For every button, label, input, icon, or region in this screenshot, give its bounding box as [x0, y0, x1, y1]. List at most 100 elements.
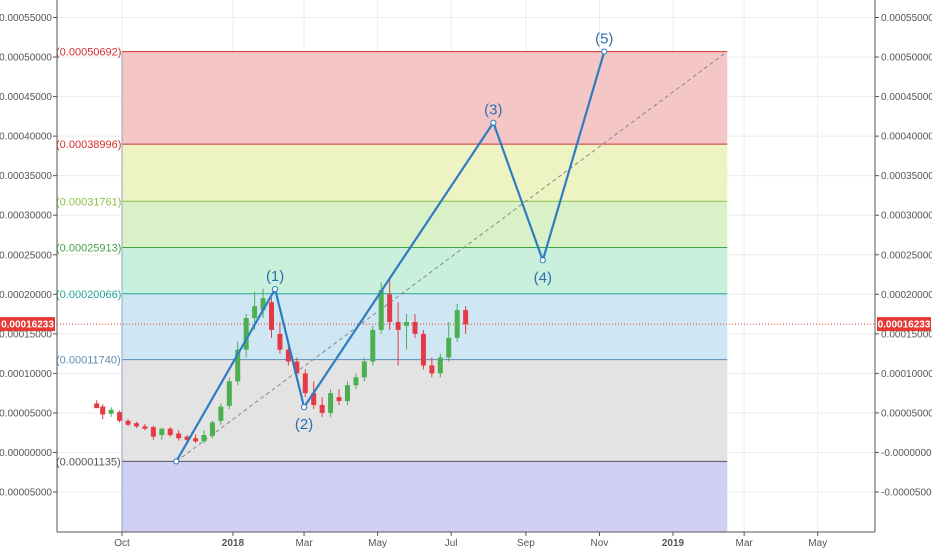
candle-body [285, 349, 291, 362]
y-tick-label-left: -0.00000000 [0, 448, 52, 459]
x-tick-label: 2019 [662, 538, 685, 549]
wave-label: (3) [484, 102, 502, 119]
y-tick-label-right: 0.00030000 [881, 211, 932, 222]
candle-body [344, 385, 350, 402]
y-tick-label-right: 0.00005000 [881, 408, 932, 419]
candle-body [302, 373, 308, 394]
y-tick-label-right: 0.00055000 [881, 13, 932, 24]
candle-body [378, 290, 384, 330]
wave-path [175, 51, 606, 462]
candle-body [235, 349, 241, 382]
x-tick-label: Sep [517, 538, 535, 549]
y-tick-label-left: 0.00020000 [0, 290, 52, 301]
candle-body [361, 361, 367, 378]
fib-zone [122, 461, 728, 532]
wave-point [539, 257, 546, 264]
candlesticks [94, 280, 469, 443]
x-tick-label: May [368, 538, 387, 549]
fib-zone [122, 359, 728, 462]
y-tick-label-right: 0.00045000 [881, 92, 932, 103]
fib-level-label: (0.00011740) [56, 355, 121, 367]
y-tick-label-right: 0.00025000 [881, 250, 932, 261]
fib-level-label: (0.00020066) [56, 289, 121, 301]
candle-body [429, 365, 435, 374]
candle-body [319, 405, 325, 413]
y-tick-label-left: 0.00040000 [0, 132, 52, 143]
candle-body [387, 294, 393, 322]
fib-level-label: (0.00050692) [56, 47, 121, 59]
candle-body [294, 361, 300, 374]
x-tick-label: Jul [445, 538, 458, 549]
y-tick-label-right: 0.00020000 [881, 290, 932, 301]
candle-body [94, 403, 100, 409]
x-tick-label: Mar [736, 538, 754, 549]
wave-point [272, 285, 279, 293]
candle-body [404, 321, 410, 326]
candle-body [193, 438, 199, 442]
y-tick-label-left: 0.00025000 [0, 250, 52, 261]
y-tick-label-left: 0.00010000 [0, 369, 52, 380]
y-tick-label-right: -0.00000000 [881, 448, 932, 459]
fib-level-label: (0.00031761) [56, 196, 121, 208]
wave-point [300, 404, 308, 411]
candle-body [150, 427, 156, 437]
candle-body [370, 329, 376, 362]
current-price-tag-right [877, 317, 931, 332]
candle-body [108, 409, 114, 414]
current-price-label-left: 0.00016233 [1, 320, 54, 331]
candle-body [336, 397, 342, 402]
y-tick-label-left: 0.00005000 [0, 408, 52, 419]
y-tick-label-right: 0.00015000 [881, 329, 932, 340]
wave-label: (1) [266, 268, 284, 285]
y-tick-label-left: 0.00015000 [0, 329, 52, 340]
candle-body [100, 406, 106, 415]
candle-body [328, 393, 334, 413]
candle-body [437, 357, 443, 374]
candle-body [463, 310, 469, 325]
x-tick-label: Oct [114, 538, 130, 549]
elliott-waves: (1) (2) (3) (4) (5) [173, 31, 613, 465]
y-tick-label-right: 0.00035000 [881, 171, 932, 182]
x-tick-label: Mar [295, 538, 313, 549]
fib-level-label: (0.00001135) [56, 456, 121, 468]
candle-body [142, 426, 148, 429]
fibonacci-zones: (0.00050692) (0.00038996) (0.00031761) (0.0… [56, 47, 728, 532]
candle-body [125, 420, 131, 425]
candle-body [117, 412, 123, 421]
candle-body [412, 321, 418, 334]
candle-body [269, 302, 275, 330]
fib-level-label: (0.00025913) [56, 243, 121, 255]
candle-body [159, 428, 165, 436]
candle-body [176, 433, 182, 439]
candle-body [454, 310, 460, 338]
candle-body [167, 428, 173, 436]
fib-zone [122, 247, 728, 294]
candle-body [446, 337, 452, 358]
candle-body [420, 333, 426, 366]
wave-point [490, 119, 497, 126]
y-tick-label-left: 0.00030000 [0, 211, 52, 222]
y-tick-label-left: -0.00005000 [0, 488, 52, 499]
dashed-trend-line [175, 51, 728, 462]
x-tick-label: 2018 [222, 538, 245, 549]
candle-body [209, 422, 215, 436]
y-tick-label-right: 0.00010000 [881, 369, 932, 380]
candle-body [243, 318, 249, 350]
x-tick-label: Nov [591, 538, 609, 549]
fib-zone [122, 144, 728, 202]
wave-point [173, 458, 180, 465]
y-tick-label-right: -0.00005000 [881, 488, 932, 499]
wave-label: (2) [295, 416, 313, 433]
candle-body [218, 406, 224, 421]
y-tick-label-left: 0.00055000 [0, 13, 52, 24]
wave-label: (5) [595, 31, 613, 48]
wave-point [601, 48, 608, 55]
y-tick-label-right: 0.00040000 [881, 132, 932, 143]
fib-zone [122, 51, 728, 145]
candle-body [133, 423, 139, 427]
current-price-label-right: 0.00016233 [878, 320, 931, 331]
candle-body [184, 436, 190, 440]
y-tick-label-right: 0.00050000 [881, 53, 932, 64]
candle-body [353, 377, 359, 386]
